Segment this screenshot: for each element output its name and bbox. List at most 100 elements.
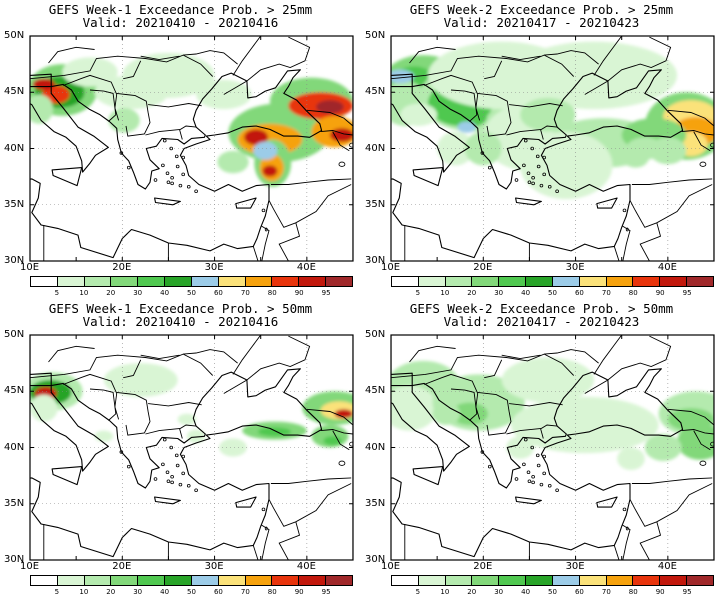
colorbar-swatch — [579, 277, 607, 286]
country-border — [306, 109, 353, 127]
colorbar-label: 10 — [79, 588, 89, 596]
colorbar-label: 40 — [160, 588, 170, 596]
country-border — [145, 424, 197, 435]
country-border — [320, 429, 353, 435]
country-border — [116, 92, 151, 137]
latitude-label: 30N — [4, 255, 25, 266]
country-border — [629, 483, 713, 527]
colorbar-label: 10 — [79, 289, 89, 297]
country-border — [48, 46, 95, 64]
latitude-label: 30N — [4, 554, 25, 565]
country-border — [232, 36, 262, 76]
latitude-label: 35N — [365, 198, 386, 210]
country-border — [30, 54, 214, 80]
panel-title: GEFS Week-2 Exceedance Prob. > 50mm — [409, 301, 674, 316]
country-border — [613, 246, 620, 261]
island — [174, 154, 179, 159]
colorbar-label: 60 — [574, 588, 584, 596]
panel-valid-dates: Valid: 20210410 - 20210416 — [82, 314, 279, 329]
country-border — [252, 246, 259, 261]
colorbar-swatch — [392, 576, 419, 585]
island — [175, 463, 180, 468]
colorbar-label: 5 — [54, 588, 60, 596]
latitude-label: 50N — [4, 30, 25, 41]
coastline — [154, 496, 181, 505]
colorbar-swatch — [499, 576, 527, 585]
colorbar-swatch — [31, 277, 58, 286]
country-border — [179, 129, 183, 140]
longitude-label: 40E — [657, 561, 677, 572]
island — [261, 208, 266, 213]
island — [181, 454, 185, 459]
island — [523, 138, 528, 143]
colorbar — [30, 575, 353, 586]
country-border — [622, 225, 631, 261]
country-border — [544, 349, 599, 364]
colorbar-swatch — [687, 576, 713, 585]
island — [181, 172, 185, 177]
probability-contour — [122, 52, 215, 98]
island — [522, 462, 526, 467]
colorbar-label: 20 — [106, 289, 116, 297]
colorbar-swatch — [606, 576, 634, 585]
island — [530, 445, 534, 450]
colorbar-label: 70 — [240, 588, 250, 596]
coastline — [51, 466, 83, 486]
island — [514, 178, 519, 182]
island — [170, 175, 174, 180]
latitude-label: 45N — [365, 385, 386, 397]
country-border — [179, 428, 183, 439]
probability-contour — [316, 100, 344, 114]
colorbar — [30, 276, 353, 287]
colorbar-swatch — [687, 277, 713, 286]
coastline — [30, 372, 109, 472]
colorbar-swatch — [218, 576, 246, 585]
longitude-label: 30E — [565, 561, 585, 572]
coastline — [30, 36, 353, 261]
latitude-label: 40N — [4, 441, 25, 453]
island — [119, 450, 124, 454]
coastline — [391, 372, 470, 472]
country-border — [409, 345, 456, 363]
probability-contour — [219, 438, 247, 457]
island — [119, 151, 124, 155]
coastline — [596, 197, 618, 209]
longitude-label: 30E — [204, 262, 224, 273]
panel-title: GEFS Week-1 Exceedance Prob. > 25mm — [48, 2, 313, 17]
island — [166, 479, 171, 484]
island — [531, 181, 535, 186]
country-border — [223, 335, 311, 394]
probability-contour — [217, 150, 249, 174]
colorbar-label: 40 — [521, 289, 531, 297]
country-border — [278, 521, 301, 560]
colorbar-label: 20 — [467, 289, 477, 297]
country-border — [667, 109, 714, 127]
colorbar-label: 5 — [54, 289, 60, 297]
longitude-label: 20E — [112, 262, 132, 273]
probability-contour — [450, 402, 488, 425]
island — [487, 464, 492, 469]
longitude-label: 20E — [112, 561, 132, 572]
colorbar-label: 50 — [187, 289, 196, 297]
coastline — [391, 73, 470, 173]
colorbar-label: 95 — [321, 588, 331, 596]
latitude-label: 40N — [365, 142, 386, 154]
longitude-label: 30E — [204, 561, 224, 572]
colorbar-swatch — [326, 277, 352, 286]
lake — [699, 161, 707, 167]
colorbar-swatch — [299, 576, 327, 585]
coastline — [596, 496, 618, 508]
colorbar-swatch — [84, 277, 112, 286]
country-border — [320, 130, 353, 136]
island — [181, 471, 185, 476]
island — [161, 163, 165, 168]
colorbar-label: 20 — [467, 588, 477, 596]
country-border — [278, 222, 301, 261]
island — [527, 479, 532, 484]
country-border — [477, 92, 512, 137]
colorbar-label: 10 — [440, 289, 450, 297]
latitude-label: 50N — [365, 329, 386, 340]
country-border — [544, 50, 599, 65]
probability-contour — [453, 106, 487, 128]
longitude-label: 40E — [296, 561, 316, 572]
